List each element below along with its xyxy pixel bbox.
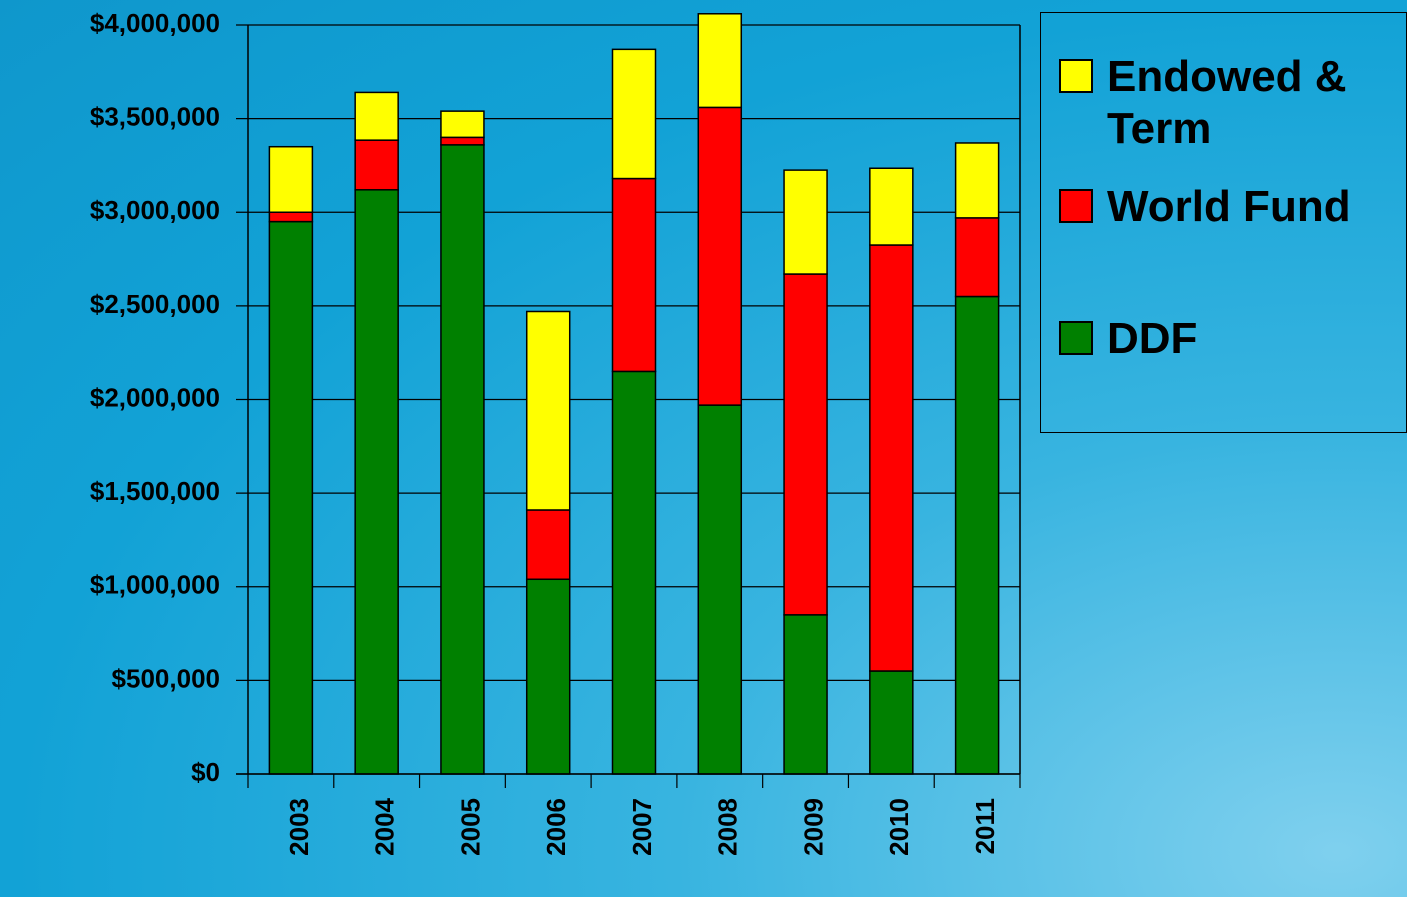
bar-segment — [784, 615, 827, 774]
x-tick-label: 2011 — [970, 798, 1000, 854]
bar-segment — [269, 147, 312, 213]
y-tick-label: $2,500,000 — [90, 289, 220, 319]
bar-segment — [441, 145, 484, 774]
x-tick-label: 2010 — [884, 798, 914, 856]
bar-segment — [269, 212, 312, 221]
legend-swatch — [1059, 321, 1093, 355]
bar-segment — [613, 49, 656, 178]
y-tick-label: $3,000,000 — [90, 195, 220, 225]
bar-segment — [698, 14, 741, 108]
bar-segment — [355, 92, 398, 140]
bar-segment — [870, 245, 913, 671]
bar-segment — [441, 137, 484, 144]
legend-swatch — [1059, 59, 1093, 93]
x-tick-label: 2005 — [455, 798, 485, 856]
page: {"chart_data": {"type": "bar", "stacked"… — [0, 0, 1407, 897]
bar-segment — [956, 297, 999, 774]
legend-entry: Endowed & Term — [1059, 51, 1399, 155]
y-tick-label: $2,000,000 — [90, 382, 220, 412]
x-tick-label: 2009 — [798, 798, 828, 856]
bar-segment — [441, 111, 484, 137]
x-tick-label: 2008 — [713, 798, 743, 856]
bar-segment — [870, 671, 913, 774]
legend-label: Endowed & Term — [1107, 51, 1399, 155]
bar-segment — [355, 140, 398, 190]
bar-segment — [784, 274, 827, 615]
legend-entry: World Fund — [1059, 181, 1399, 233]
bar-segment — [527, 579, 570, 774]
x-tick-label: 2007 — [627, 798, 657, 856]
y-tick-label: $3,500,000 — [90, 102, 220, 132]
bar-segment — [698, 405, 741, 774]
bar-segment — [269, 222, 312, 774]
x-tick-label: 2004 — [370, 797, 400, 855]
bar-segment — [527, 311, 570, 509]
x-tick-label: 2003 — [284, 798, 314, 856]
y-tick-label: $500,000 — [112, 663, 220, 693]
bar-segment — [613, 371, 656, 774]
y-tick-label: $4,000,000 — [90, 8, 220, 38]
bar-segment — [784, 170, 827, 274]
bar-segment — [956, 218, 999, 297]
legend-label: World Fund — [1107, 181, 1351, 233]
x-tick-label: 2006 — [541, 798, 571, 856]
legend-swatch — [1059, 189, 1093, 223]
y-tick-label: $1,000,000 — [90, 570, 220, 600]
bar-segment — [355, 190, 398, 774]
bar-segment — [956, 143, 999, 218]
y-tick-label: $0 — [191, 757, 220, 787]
bar-segment — [527, 510, 570, 579]
legend-entry: DDF — [1059, 313, 1399, 365]
bar-segment — [613, 179, 656, 372]
y-tick-label: $1,500,000 — [90, 476, 220, 506]
legend: Endowed & Term World Fund DDF — [1040, 12, 1407, 433]
legend-label: DDF — [1107, 313, 1197, 365]
bar-segment — [870, 168, 913, 245]
bar-segment — [698, 107, 741, 405]
